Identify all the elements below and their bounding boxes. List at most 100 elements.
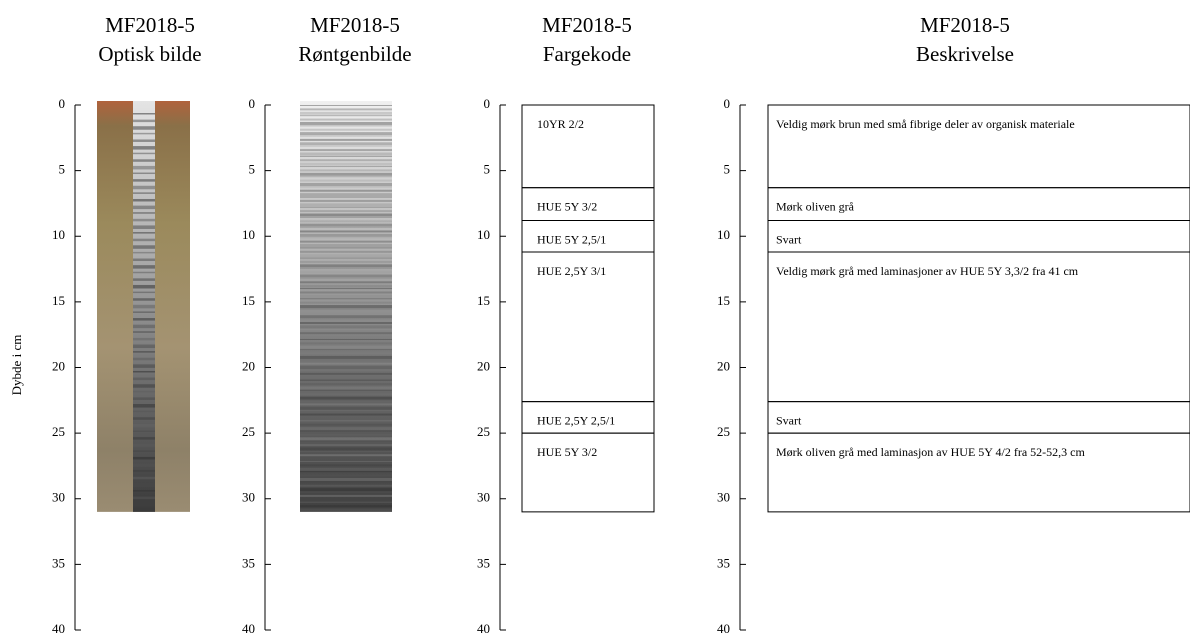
xray-band	[300, 498, 392, 502]
core-photo-band	[133, 417, 155, 420]
xray-band	[300, 162, 392, 166]
xray-band	[300, 447, 392, 451]
xray-band	[300, 396, 392, 400]
core-photo-band	[133, 357, 155, 361]
tick-label: 0	[484, 96, 491, 111]
tick-label: 0	[249, 96, 256, 111]
tick-label: 20	[242, 358, 255, 373]
layer-label: HUE 5Y 3/2	[537, 445, 597, 459]
core-photo-band	[133, 450, 155, 452]
xray-band	[300, 467, 392, 471]
xray-band	[300, 254, 392, 258]
tick-label: 30	[717, 490, 730, 505]
core-photo-band	[133, 443, 155, 448]
layer-label: HUE 2,5Y 3/1	[537, 264, 606, 278]
core-photo-band	[133, 251, 155, 254]
tick-label: 25	[717, 424, 730, 439]
layer-label: Veldig mørk brun med små fibrige deler a…	[776, 117, 1075, 131]
layer-label: HUE 5Y 3/2	[537, 199, 597, 213]
layer-label: Veldig mørk grå med laminasjoner av HUE …	[776, 264, 1079, 278]
xray-band	[300, 111, 392, 115]
layer-box	[767, 401, 1190, 434]
core-photo-band	[133, 496, 155, 500]
panel-title: Fargekode	[543, 42, 631, 66]
xray-band	[300, 481, 392, 483]
xray-band	[300, 494, 392, 497]
core-photo-band	[133, 271, 155, 274]
xray-band	[300, 338, 392, 340]
tick-label: 35	[242, 555, 255, 570]
xray-image	[300, 101, 392, 512]
core-photo-band	[133, 245, 155, 249]
tick-label: 40	[52, 621, 65, 636]
tick-label: 25	[52, 424, 65, 439]
xray-band	[300, 322, 392, 324]
tick-label: 5	[484, 162, 491, 177]
xray-band	[300, 345, 392, 349]
tick-label: 30	[477, 490, 490, 505]
tick-label: 30	[52, 490, 65, 505]
tick-label: 5	[724, 162, 731, 177]
core-photo-band	[133, 410, 155, 413]
xray-band	[300, 230, 392, 233]
xray-band	[300, 284, 392, 288]
xray-band	[300, 260, 392, 263]
core-photo-band	[133, 470, 155, 472]
tick-label: 0	[724, 96, 731, 111]
xray-band	[300, 332, 392, 335]
layer-box	[767, 432, 1190, 513]
panel-title: Røntgenbilde	[298, 42, 411, 66]
core-photo-band	[133, 146, 155, 150]
xray-band	[300, 416, 392, 420]
xray-band	[300, 291, 392, 294]
xray-band	[300, 149, 392, 152]
core-photo-band	[133, 390, 155, 393]
xray-band	[300, 305, 392, 309]
tick-label: 20	[477, 358, 490, 373]
core-photo-band	[133, 397, 155, 400]
xray-band	[300, 179, 392, 182]
core-photo-band	[133, 483, 155, 487]
xray-band	[300, 474, 392, 477]
xray-band	[300, 454, 392, 457]
xray-band	[300, 461, 392, 463]
xray-band	[300, 413, 392, 416]
xray-band	[300, 366, 392, 370]
xray-band	[300, 311, 392, 314]
layer-box	[521, 432, 655, 513]
core-photo-band	[133, 205, 155, 210]
layer-label: HUE 2,5Y 2,5/1	[537, 413, 615, 427]
core-photo-band	[133, 430, 155, 432]
core-photo-band	[133, 291, 155, 294]
core-photo-band	[133, 337, 155, 341]
core-photo-band	[133, 298, 155, 301]
xray-band	[300, 199, 392, 202]
xray-band	[300, 108, 392, 111]
tick-label: 15	[242, 293, 255, 308]
core-photo-band	[133, 463, 155, 468]
tick-label: 20	[52, 358, 65, 373]
tick-label: 10	[242, 227, 255, 242]
xray-band	[300, 271, 392, 274]
core-photo-band	[133, 179, 155, 182]
xray-band	[300, 166, 392, 168]
xray-band	[300, 121, 392, 125]
xray-band	[300, 488, 392, 492]
xray-band	[300, 227, 392, 229]
core-photo-band	[133, 212, 155, 214]
layer-label: 10YR 2/2	[537, 117, 584, 131]
panel-title: MF2018-5	[310, 13, 400, 37]
tick-label: 15	[52, 293, 65, 308]
core-photo-band	[133, 384, 155, 388]
xray-band	[300, 342, 392, 345]
xray-band	[300, 379, 392, 381]
xray-band	[300, 437, 392, 441]
xray-band	[300, 237, 392, 239]
xray-band	[300, 450, 392, 452]
xray-band	[300, 159, 392, 162]
core-photo-band	[133, 377, 155, 381]
xray-band	[300, 189, 392, 192]
layer-label: Svart	[776, 232, 802, 246]
core-photo-band	[133, 218, 155, 222]
